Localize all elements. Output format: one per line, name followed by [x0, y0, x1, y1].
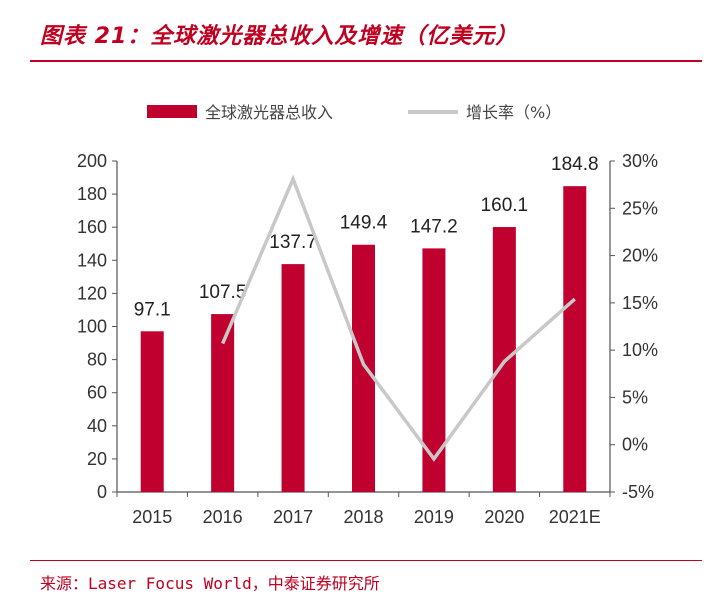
y-left-tick-label: 80 [87, 350, 107, 370]
data-label: 137.7 [269, 232, 317, 253]
legend-bar-swatch [147, 105, 197, 118]
y-right-tick-label: 15% [622, 293, 658, 313]
y-right-tick-label: 25% [622, 198, 658, 218]
bar [281, 264, 305, 492]
data-label: 160.1 [481, 195, 529, 216]
y-left-tick-label: 200 [77, 151, 107, 171]
growth-rate-line [221, 174, 576, 462]
y-left-tick-label: 140 [77, 250, 107, 270]
y-left-tick-label: 120 [77, 283, 107, 303]
title-bar: 图表 21：全球激光器总收入及增速（亿美元） [0, 0, 726, 62]
data-label: 107.5 [199, 282, 247, 303]
y-right-tick-label: -5% [622, 482, 654, 502]
legend-line-label: 增长率（%） [466, 103, 561, 122]
y-left-tick-label: 20 [87, 449, 107, 469]
y-left-tick-label: 60 [87, 383, 107, 403]
data-label: 184.8 [551, 154, 599, 175]
legend-bar-label: 全球激光器总收入 [205, 103, 333, 122]
y-left-tick-label: 0 [97, 482, 107, 502]
y-right-tick-label: 30% [622, 151, 658, 171]
bar [422, 248, 446, 492]
y-right-tick-label: 10% [622, 340, 658, 360]
chart: 全球激光器总收入 增长率（%） 0 20 40 60 80 100 120 140 160 180 20… [77, 103, 658, 527]
y-left-tick-label: 180 [77, 184, 107, 204]
x-tick-label: 2021E [549, 507, 601, 527]
x-tick-label: 2017 [273, 507, 313, 527]
y-right-tick-label: 20% [622, 246, 658, 266]
source-divider [30, 560, 702, 561]
x-tick-label: 2015 [132, 507, 172, 527]
bar [563, 186, 587, 492]
x-tick-label: 2018 [343, 507, 383, 527]
y-right-tick-label: 0% [622, 435, 648, 455]
x-tick-label: 2016 [203, 507, 243, 527]
bar [140, 331, 164, 492]
y-right-tick-label: 5% [622, 387, 648, 407]
x-tick-label: 2019 [414, 507, 454, 527]
data-label: 97.1 [134, 299, 171, 320]
title-divider [30, 60, 702, 62]
y-left-tick-label: 40 [87, 416, 107, 436]
chart-title: 图表 21：全球激光器总收入及增速（亿美元） [40, 24, 519, 49]
data-label: 147.2 [410, 216, 458, 237]
source-note: 来源：Laser Focus World，中泰证券研究所 [40, 574, 380, 593]
data-label: 149.4 [340, 213, 388, 234]
x-tick-label: 2020 [484, 507, 524, 527]
bar [352, 244, 375, 492]
y-left-tick-label: 160 [77, 217, 107, 237]
bar [211, 314, 235, 492]
y-left-tick-label: 100 [77, 317, 107, 337]
